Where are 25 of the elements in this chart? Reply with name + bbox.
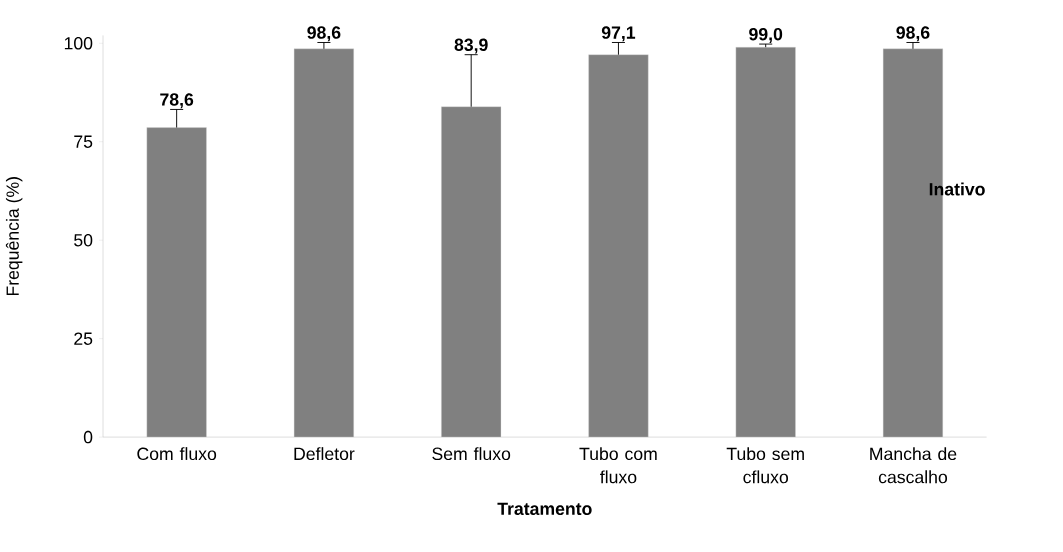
x-tick-label: Tubo sem cfluxo [726,447,804,484]
y-tick-label: 50 [74,234,93,247]
data-label: 97,1 [601,26,636,42]
y-tick-label: 100 [64,37,93,50]
x-tick-label: Sem fluxo [432,447,511,461]
y-tick-label: 25 [74,332,93,346]
bar [146,127,207,438]
bar [735,47,796,438]
data-label: 78,6 [160,93,194,109]
y-tick-label: 75 [74,135,93,149]
x-axis-title: Tratamento [497,502,592,516]
x-tick-label: Com fluxo [137,447,217,461]
bar [441,106,502,438]
data-label: 99,0 [749,28,783,44]
data-label: 98,6 [896,26,930,42]
y-tick-label: 0 [83,430,93,444]
x-tick-label: Defletor [294,447,355,461]
x-tick-label: Tubo com fluxo [579,447,657,484]
x-tick-label: Mancha de cascalho [870,447,957,484]
data-label: 98,6 [307,26,341,42]
data-label: 83,9 [454,38,488,54]
bar [588,54,649,438]
y-axis-title: Frequência (%) [5,177,23,296]
bar [293,48,354,438]
annotation: Inativo [929,182,985,196]
